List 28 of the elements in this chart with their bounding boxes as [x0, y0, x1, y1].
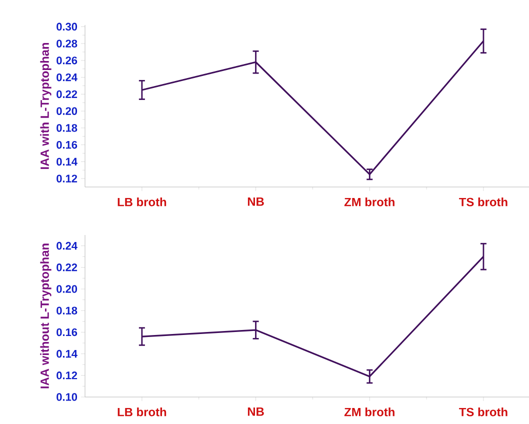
y-tick-label: 0.22 — [56, 90, 78, 98]
y-tick-label: 0.14 — [56, 350, 78, 358]
y-tick-label: 0.10 — [56, 393, 78, 401]
y-axis-title: IAA with L-Tryptophan — [40, 42, 52, 169]
y-tick-label: 0.12 — [56, 174, 78, 182]
y-tick-label: 0.26 — [56, 56, 78, 64]
x-tick-label: LB broth — [118, 198, 166, 206]
y-tick-label: 0.20 — [56, 107, 78, 115]
y-tick-label: 0.20 — [56, 285, 78, 293]
y-tick-label: 0.24 — [56, 242, 78, 250]
x-tick-label: TS broth — [459, 408, 508, 416]
x-tick-label: ZM broth — [344, 408, 394, 416]
y-tick-label: 0.14 — [56, 158, 78, 166]
y-axis-title: IAA without L-Tryptophan — [40, 244, 52, 388]
x-tick-label: NB — [248, 198, 264, 206]
y-tick-label: 0.24 — [56, 73, 78, 82]
x-tick-label: LB broth — [118, 408, 166, 416]
y-tick-label: 0.16 — [56, 328, 78, 336]
x-tick-label: TS broth — [459, 198, 508, 206]
y-tick-label: 0.30 — [56, 22, 78, 31]
y-tick-label: 0.18 — [56, 124, 78, 132]
y-tick-label: 0.18 — [56, 306, 78, 314]
y-tick-label: 0.22 — [56, 264, 78, 272]
y-tick-label: 0.16 — [56, 140, 78, 149]
y-tick-label: 0.28 — [56, 40, 78, 48]
y-tick-label: 0.12 — [56, 372, 78, 380]
x-tick-label: NB — [248, 408, 264, 416]
x-tick-label: ZM broth — [344, 198, 394, 206]
